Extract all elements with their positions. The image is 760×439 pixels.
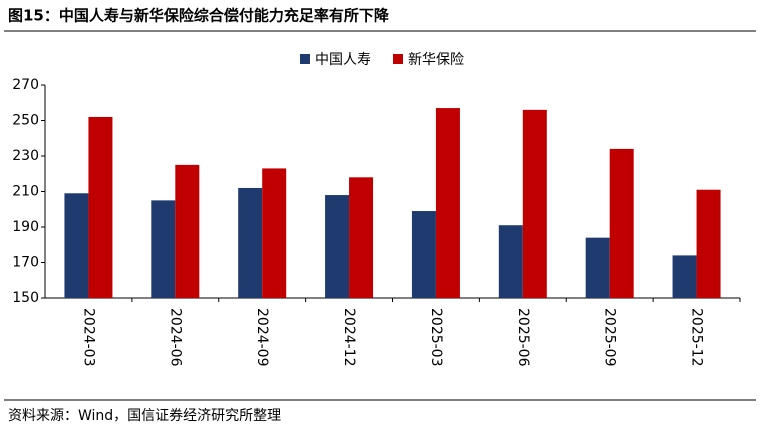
chart-title: 图15：中国人寿与新华保险综合偿付能力充足率有所下降 — [8, 7, 390, 25]
bar — [585, 237, 610, 298]
bar — [325, 195, 350, 298]
y-tick-label: 210 — [12, 184, 39, 200]
x-tick-label: 2024-12 — [341, 308, 357, 367]
y-tick-label: 250 — [12, 113, 39, 129]
bar — [88, 116, 113, 298]
bar — [435, 108, 460, 298]
y-tick-label: 150 — [12, 290, 39, 306]
legend-swatch — [393, 54, 403, 64]
bar — [238, 187, 263, 298]
x-tick-label: 2025-09 — [602, 308, 618, 367]
bar — [151, 200, 176, 298]
x-tick-label: 2024-06 — [167, 308, 183, 367]
source: 资料来源：Wind，国信证券经济研究所整理 — [8, 408, 281, 424]
y-tick-label: 270 — [12, 77, 39, 93]
bar — [175, 164, 200, 298]
x-tick-label: 2024-09 — [254, 308, 270, 367]
y-tick-label: 230 — [12, 148, 39, 164]
bar — [262, 168, 287, 298]
bar — [64, 193, 89, 298]
bar — [696, 189, 721, 298]
x-tick-label: 2024-03 — [80, 308, 96, 367]
x-tick-label: 2025-03 — [428, 308, 444, 367]
legend-swatch — [300, 54, 310, 64]
bar — [498, 225, 523, 298]
legend-label: 中国人寿 — [315, 51, 371, 68]
bar — [609, 148, 634, 298]
y-tick-label: 170 — [12, 255, 39, 271]
x-tick-label: 2025-06 — [515, 308, 531, 367]
bar — [672, 255, 697, 298]
bar — [411, 211, 436, 298]
legend-label: 新华保险 — [408, 52, 464, 68]
x-tick-label: 2025-12 — [689, 308, 705, 367]
bar — [522, 109, 547, 298]
y-tick-label: 190 — [12, 219, 39, 235]
bar — [349, 177, 374, 298]
